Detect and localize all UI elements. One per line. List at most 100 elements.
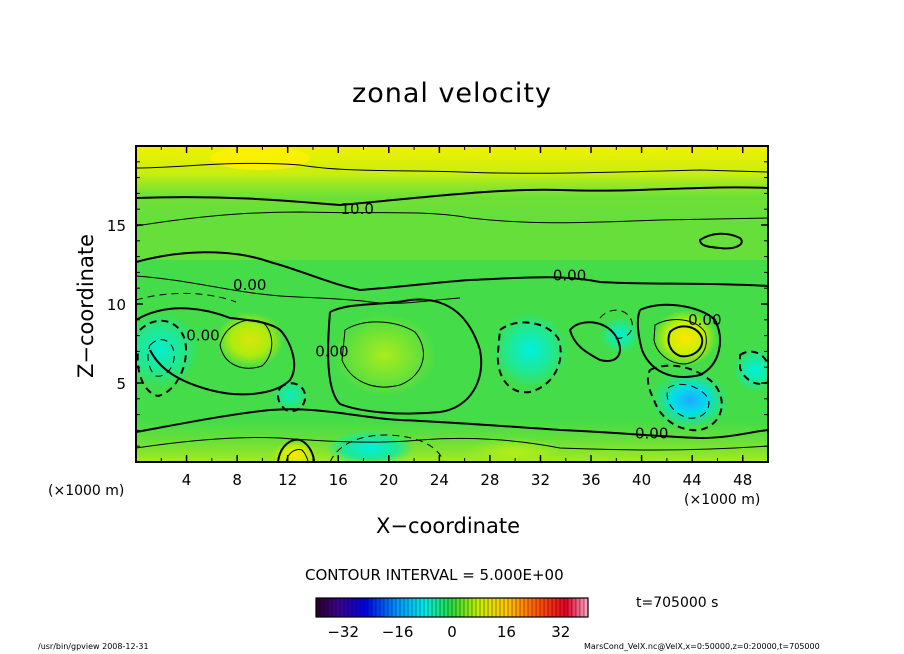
colorbar-cell: [483, 597, 489, 618]
colorbar-cell: [339, 597, 345, 618]
colorbar-cell: [359, 597, 365, 618]
contour-labels: 10.0 0.00 0.00 0.00 0.00 0.00 0.00: [186, 200, 721, 442]
y-axis-unit: (×1000 m): [48, 483, 125, 499]
neg-contour-small: [277, 382, 307, 412]
neg-contour-left: [136, 319, 187, 398]
x-tick-label: 4: [182, 471, 192, 489]
colorbar-cell: [535, 597, 541, 618]
contour-bottom-bump: [277, 438, 315, 462]
colorbar-cell: [563, 597, 569, 618]
colorbar-tick-label: 32: [551, 623, 570, 641]
colorbar-cell: [351, 597, 357, 618]
colorbar-tick-label: 16: [497, 623, 516, 641]
contour-lines: [136, 162, 768, 462]
x-tick-label: 8: [232, 471, 242, 489]
neg-contour-right-inner: [666, 383, 710, 419]
contour-label: 0.00: [635, 425, 668, 443]
colorbar-tick-label: 0: [447, 623, 457, 641]
contour-5-left: [219, 319, 273, 369]
colorbar-cell: [395, 597, 401, 618]
colorbar-cell: [523, 597, 529, 618]
colorbar-cell: [575, 597, 581, 618]
colorbar-cell: [543, 597, 549, 618]
chart-title: zonal velocity: [352, 78, 552, 109]
colorbar-cell: [571, 597, 577, 618]
contour-zero-center: [327, 298, 483, 415]
contour-10-small: [698, 232, 743, 250]
colorbar-cell: [455, 597, 461, 618]
colorbar-cell: [463, 597, 469, 618]
colorbar-frame: [315, 597, 589, 618]
footer-left: /usr/bin/gpview 2008-12-31: [38, 642, 149, 651]
colorbar-cell: [387, 597, 393, 618]
colorbar-cell: [519, 597, 525, 618]
colorbar-cell: [431, 597, 437, 618]
colorbar-cell: [407, 597, 413, 618]
contour-label: 0.00: [186, 327, 219, 345]
contour-zero-right: [636, 303, 721, 378]
contour-label: 0.00: [688, 311, 721, 329]
colorbar-cell: [551, 597, 557, 618]
colorbar-cell: [443, 597, 449, 618]
neg-contour-mid-right: [599, 309, 633, 339]
colorbar-cell: [511, 597, 517, 618]
neg-contour-right: [646, 364, 723, 432]
colorbar-cell: [327, 597, 333, 618]
colorbar-cell: [475, 597, 481, 618]
colorbar-cell: [447, 597, 453, 618]
colorbar-cell: [335, 597, 341, 618]
contour-15: [136, 162, 768, 174]
x-tick-label: 20: [379, 471, 398, 489]
colorbar-cell: [375, 597, 381, 618]
colorbar-cell: [363, 597, 369, 618]
neg-contour-left-inner: [147, 339, 175, 377]
contour-10: [136, 186, 768, 207]
contour-5-lower: [136, 436, 768, 451]
colorbar-cell: [347, 597, 353, 618]
colorbar-cell: [555, 597, 561, 618]
colorbar-cell: [383, 597, 389, 618]
x-tick-label: 12: [278, 471, 297, 489]
colorbar-cell: [319, 597, 325, 618]
time-label: t=705000 s: [636, 595, 719, 611]
x-tick-label: 32: [531, 471, 550, 489]
colorbar-cell: [399, 597, 405, 618]
contour-zero-lower: [136, 408, 768, 440]
colorbar-cell: [435, 597, 441, 618]
colorbar-cell: [379, 597, 385, 618]
colorbar-cell: [371, 597, 377, 618]
colorbar-cell: [423, 597, 429, 618]
colorbar-cell: [451, 597, 457, 618]
contour-5-upper: [136, 211, 768, 227]
x-tick-label: 24: [430, 471, 449, 489]
x-tick-label: 28: [480, 471, 499, 489]
contour-label: 0.00: [553, 267, 586, 285]
x-tick-label: 36: [581, 471, 600, 489]
colorbar-cell: [567, 597, 573, 618]
colorbar-cell: [411, 597, 417, 618]
colorbar-cell: [559, 597, 565, 618]
colorbar-cell: [315, 597, 321, 618]
neg-contour-bottom: [329, 434, 445, 462]
colorbar-cell: [355, 597, 361, 618]
colorbar-cell: [579, 597, 585, 618]
colorbar-cell: [515, 597, 521, 618]
colorbar-cell: [415, 597, 421, 618]
colorbar-cell: [391, 597, 397, 618]
neg-contour-upper: [136, 292, 237, 303]
colorbar-cell: [343, 597, 349, 618]
colorbar-cell: [419, 597, 425, 618]
colorbar-tick-label: −32: [327, 623, 359, 641]
colorbar-cell: [403, 597, 409, 618]
colorbar-cell: [367, 597, 373, 618]
contour-label: 10.0: [340, 200, 373, 218]
x-tick-label: 44: [683, 471, 702, 489]
colorbar-cell: [459, 597, 465, 618]
colorbar-cell: [323, 597, 329, 618]
colorbar-cell: [495, 597, 501, 618]
contour-5-right: [653, 319, 707, 365]
contour-zero-left: [136, 307, 296, 396]
colorbar-cell: [331, 597, 337, 618]
